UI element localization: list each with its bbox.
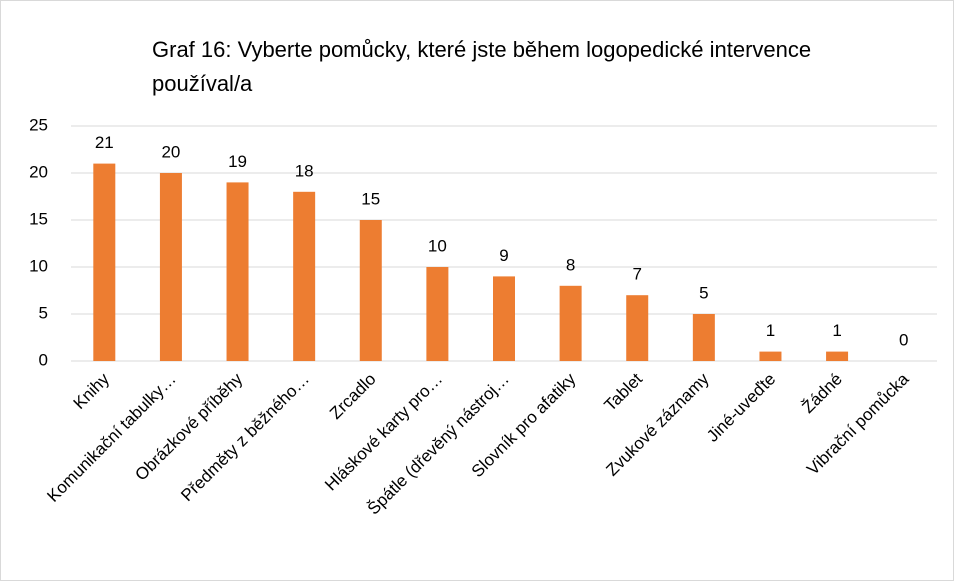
data-label: 10 — [428, 236, 447, 255]
data-label: 1 — [832, 321, 841, 340]
data-label: 19 — [228, 152, 247, 171]
x-tick-label: Jiné-uveďte — [703, 369, 779, 445]
data-label: 7 — [632, 265, 641, 284]
x-tick-label: Hláskové karty pro… — [321, 369, 446, 494]
bar — [359, 220, 382, 361]
data-label: 8 — [566, 255, 575, 274]
data-label: 9 — [499, 246, 508, 265]
data-label: 21 — [95, 133, 114, 152]
x-tick-label: Zrcadlo — [326, 369, 380, 423]
bar — [426, 267, 449, 361]
bar — [159, 173, 182, 361]
y-tick-label: 20 — [29, 162, 48, 181]
y-tick-label: 25 — [29, 115, 48, 134]
x-tick-label: Předměty z běžného… — [177, 369, 313, 505]
x-tick-label: Knihy — [70, 369, 114, 413]
x-tick-label: Tablet — [601, 369, 647, 415]
x-tick-label: Komunikační tabulky… — [43, 369, 179, 505]
y-tick-label: 5 — [39, 303, 48, 322]
y-tick-label: 0 — [39, 350, 48, 369]
bar — [626, 295, 649, 361]
bar — [692, 314, 715, 361]
chart-title: Graf 16: Vyberte pomůcky, které jste běh… — [152, 37, 812, 96]
bar — [293, 191, 316, 361]
bar — [759, 351, 782, 361]
data-label: 0 — [899, 330, 908, 349]
bar — [93, 163, 116, 361]
bar — [826, 351, 849, 361]
data-label: 1 — [766, 321, 775, 340]
data-label: 15 — [361, 189, 380, 208]
y-tick-label: 15 — [29, 209, 48, 228]
data-label: 20 — [161, 142, 180, 161]
y-tick-label: 10 — [29, 256, 48, 275]
bar — [493, 276, 515, 361]
data-label: 5 — [699, 283, 708, 302]
bar — [559, 285, 582, 361]
bar — [226, 182, 249, 361]
data-label: 18 — [295, 161, 314, 180]
x-tick-label: Žádné — [798, 369, 846, 417]
